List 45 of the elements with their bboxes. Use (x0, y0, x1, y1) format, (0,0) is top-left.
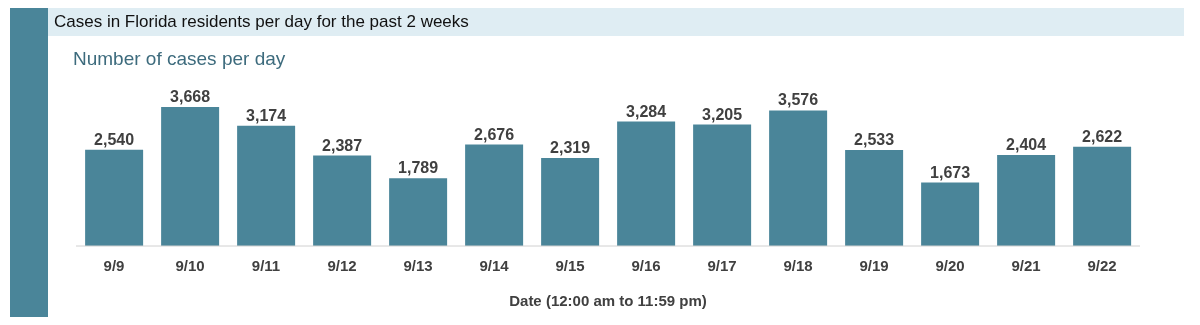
data-label: 2,676 (474, 125, 515, 143)
x-tick-label: 9/18 (783, 256, 813, 274)
chart-subtitle: Number of cases per day (73, 48, 286, 70)
data-label: 2,387 (322, 136, 363, 154)
x-tick-label: 9/11 (251, 256, 281, 274)
data-label: 2,533 (854, 131, 895, 149)
x-tick-label: 9/13 (403, 256, 433, 274)
bar (1073, 146, 1132, 246)
x-tick-label: 9/12 (327, 256, 357, 274)
x-tick-label: 9/22 (1087, 256, 1117, 274)
data-label: 3,668 (170, 88, 211, 105)
bar (465, 144, 524, 246)
x-tick-label: 9/9 (103, 256, 125, 274)
x-tick-label: 9/15 (555, 256, 585, 274)
x-tick-label: 9/17 (707, 256, 737, 274)
x-tick-label: 9/16 (631, 256, 661, 274)
x-tick-label: 9/21 (1011, 256, 1041, 274)
bar (389, 178, 448, 246)
bar (997, 154, 1056, 246)
bar (769, 110, 828, 246)
data-label: 2,404 (1006, 135, 1047, 153)
data-label: 3,205 (702, 105, 743, 123)
data-label: 3,576 (778, 91, 819, 109)
x-tick-label: 9/14 (479, 256, 510, 274)
data-label: 3,174 (246, 106, 287, 124)
bar (541, 158, 600, 246)
bar (845, 150, 904, 246)
x-tick-label: 9/20 (935, 256, 965, 274)
data-label: 2,319 (550, 139, 591, 157)
data-label: 1,789 (398, 159, 439, 177)
data-label: 1,673 (930, 163, 971, 181)
data-label: 2,540 (94, 130, 135, 148)
data-label: 3,284 (626, 102, 667, 120)
bar (237, 125, 296, 246)
bar (693, 124, 752, 246)
x-tick-label: 9/10 (175, 256, 205, 274)
bar (921, 182, 980, 246)
chart-title: Cases in Florida residents per day for the past 2 weeks (48, 8, 1184, 36)
bar (161, 107, 220, 246)
bar (85, 149, 144, 246)
x-axis-title: Date (12:00 am to 11:59 pm) (509, 292, 707, 309)
bar (617, 121, 676, 246)
x-tick-label: 9/19 (859, 256, 889, 274)
data-label: 2,622 (1082, 127, 1123, 145)
bar (313, 155, 372, 246)
